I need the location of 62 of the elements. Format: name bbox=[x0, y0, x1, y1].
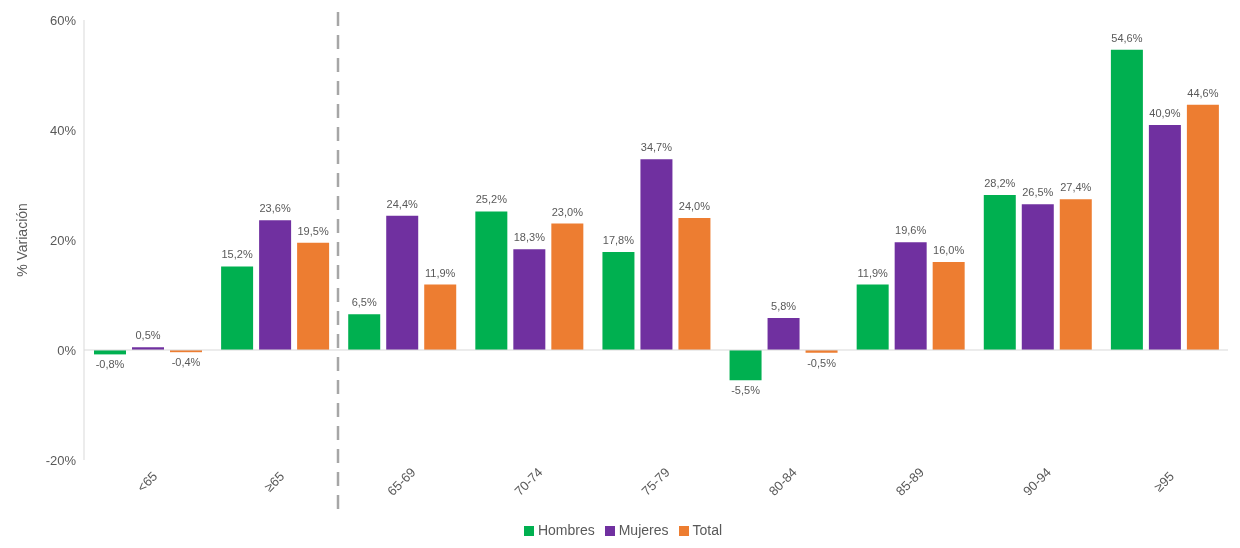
data-label: 28,2% bbox=[984, 176, 1016, 189]
data-label: 34,7% bbox=[640, 141, 673, 154]
bar bbox=[424, 284, 457, 350]
y-axis-title: % Variación bbox=[13, 203, 30, 277]
data-label: 27,4% bbox=[1060, 181, 1092, 194]
bar bbox=[729, 350, 762, 381]
data-label: 19,6% bbox=[895, 224, 927, 237]
data-label: 15,2% bbox=[221, 248, 253, 261]
x-tick-label: ≥65 bbox=[261, 468, 288, 495]
data-label: 54,6% bbox=[1111, 31, 1143, 44]
data-label: 18,3% bbox=[513, 231, 546, 244]
bar bbox=[259, 220, 292, 350]
bar bbox=[932, 262, 965, 350]
bar bbox=[221, 266, 254, 350]
bar bbox=[678, 218, 711, 350]
bar bbox=[983, 194, 1016, 350]
bar bbox=[856, 284, 889, 350]
data-label: -0,8% bbox=[95, 358, 125, 371]
data-label: 5,8% bbox=[771, 300, 797, 313]
bar bbox=[386, 215, 419, 350]
data-label: 19,5% bbox=[297, 224, 329, 237]
legend-label: Mujeres bbox=[618, 522, 669, 538]
bar bbox=[767, 318, 800, 350]
data-label: 44,6% bbox=[1187, 86, 1219, 99]
bar bbox=[475, 211, 508, 350]
data-label: -0,4% bbox=[171, 356, 201, 369]
data-label: 40,9% bbox=[1149, 107, 1181, 120]
data-label: 16,0% bbox=[933, 244, 965, 256]
y-tick-label: 0% bbox=[57, 342, 77, 358]
bar bbox=[1059, 199, 1092, 350]
data-label: 23,0% bbox=[551, 205, 584, 218]
bar bbox=[348, 314, 381, 350]
bar bbox=[297, 242, 330, 350]
bar bbox=[513, 249, 546, 350]
data-label: 17,8% bbox=[602, 234, 635, 247]
y-tick-label: 60% bbox=[49, 12, 77, 28]
bar bbox=[551, 223, 584, 350]
x-tick-label: ≥95 bbox=[1151, 468, 1178, 495]
data-label: 11,9% bbox=[857, 266, 889, 279]
bar bbox=[894, 242, 927, 350]
legend-label: Hombres bbox=[537, 522, 595, 538]
data-label: 0,5% bbox=[135, 329, 161, 342]
y-tick-label: 40% bbox=[49, 122, 77, 138]
data-label: 24,0% bbox=[678, 200, 711, 212]
data-label: 23,6% bbox=[259, 202, 291, 215]
data-label: -5,5% bbox=[731, 384, 761, 397]
data-label: 26,5% bbox=[1022, 186, 1054, 199]
bar bbox=[1148, 125, 1181, 350]
data-label: 11,9% bbox=[425, 266, 456, 279]
bar bbox=[1021, 204, 1054, 350]
data-label: -0,5% bbox=[807, 356, 837, 369]
bar bbox=[640, 159, 673, 350]
x-tick-label: <65 bbox=[134, 468, 161, 495]
y-tick-label: -20% bbox=[45, 452, 77, 468]
legend-label: Total bbox=[692, 522, 723, 538]
bar bbox=[1110, 49, 1143, 350]
bar bbox=[1186, 104, 1219, 350]
data-label: 24,4% bbox=[386, 197, 419, 210]
bar bbox=[602, 252, 635, 350]
y-tick-label: 20% bbox=[49, 232, 77, 248]
data-label: 6,5% bbox=[351, 296, 377, 309]
data-label: 25,2% bbox=[475, 193, 508, 206]
